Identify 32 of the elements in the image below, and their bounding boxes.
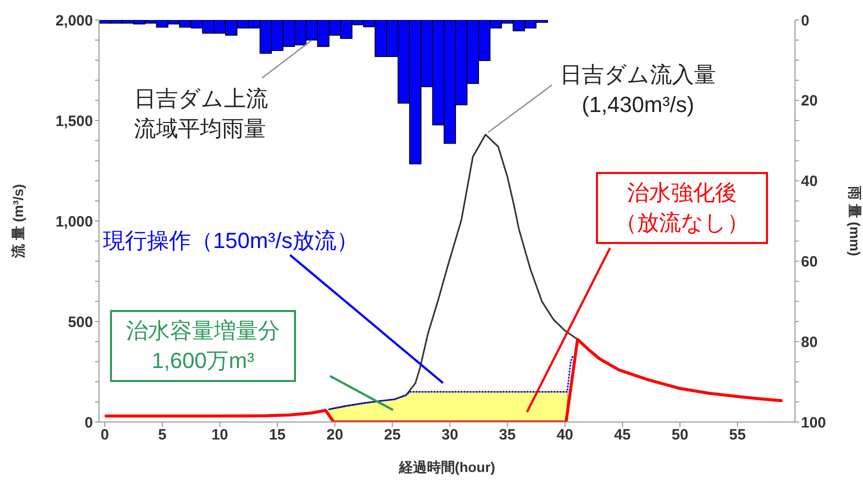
y-tick-label: 1,000 [55,213,93,230]
y-tick-label: 0 [84,414,93,432]
y2-tick-label: 0 [801,12,810,30]
annotation: 治水強化後（放流なし） [614,179,750,237]
annotation: 日吉ダム上流流域平均雨量 [134,85,269,143]
y2-tick-label: 60 [801,254,818,271]
x-tick-label: 15 [268,426,286,444]
y-tick-label: 1,500 [55,112,93,130]
y2-tick-label: 100 [801,414,826,432]
annotation: 現行操作（150m³/s放流） [103,227,358,255]
x-tick-label: 25 [384,426,401,444]
x-tick-label: 50 [672,426,688,444]
annotation: 治水容量増量分 1,600万m³ [126,317,280,375]
y-axis-title: 流 量 (m³/s) [10,184,26,259]
line-series [328,354,574,410]
x-axis-title: 経過時間(hour) [398,459,496,475]
x-tick-label: 0 [100,426,109,444]
x-tick-label: 40 [556,426,574,444]
y2-tick-label: 20 [801,92,818,110]
x-tick-label: 35 [499,426,516,444]
y-tick-label: 2,000 [55,12,93,30]
y2-axis-title: 雨 量 (mm) [847,185,863,256]
y2-tick-label: 40 [801,173,818,190]
y-tick-label: 500 [68,314,93,331]
x-tick-label: 45 [614,426,631,444]
x-tick-label: 5 [158,426,166,444]
x-tick-label: 10 [211,426,228,444]
x-tick-label: 30 [442,426,458,444]
annotation: 日吉ダム流入量 (1,430m³/s) [560,61,716,119]
x-tick-label: 55 [729,426,746,444]
y2-tick-label: 80 [801,334,818,351]
x-tick-label: 20 [326,426,344,444]
